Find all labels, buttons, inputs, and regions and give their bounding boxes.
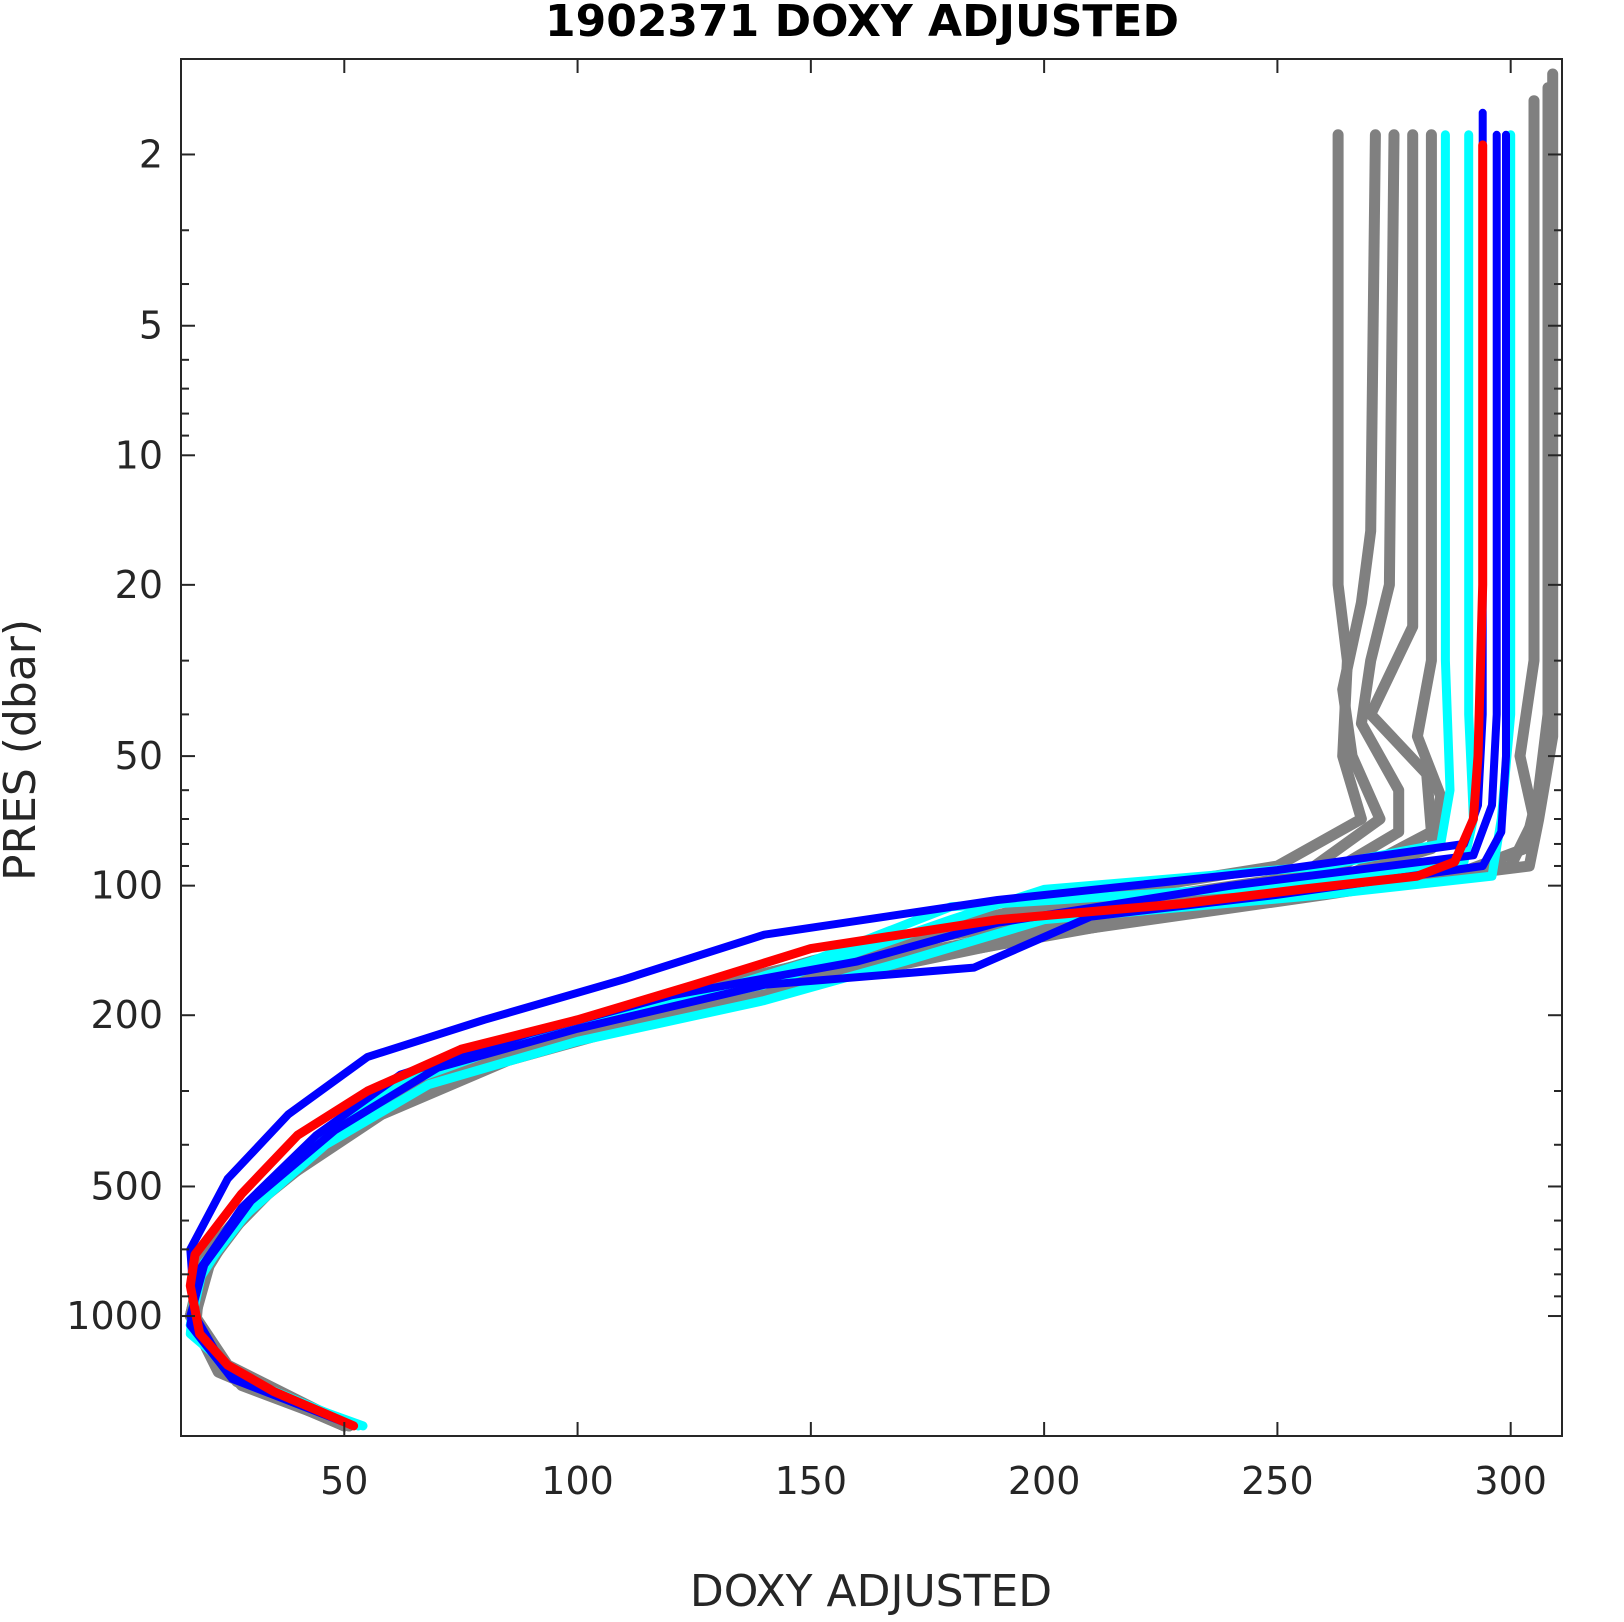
x-tick-label-250: 250 — [1241, 1459, 1314, 1503]
profile-recent-10 — [185, 130, 1516, 1431]
ticks-layer: 50 100 150 200 250 300 2 5 10 20 50 100 200 500 1000 — [66, 59, 1562, 1503]
profile-previous-12 — [186, 130, 1501, 1430]
y-tick-label-1000: 1000 — [66, 1294, 163, 1338]
y-tick-label-200: 200 — [90, 993, 163, 1037]
profile-recent-9 — [185, 130, 1478, 1431]
y-tick-label-500: 500 — [90, 1164, 163, 1208]
series-layer — [184, 68, 1559, 1432]
x-tick-label-150: 150 — [775, 1459, 848, 1503]
y-tick-label-100: 100 — [90, 864, 163, 908]
profile-history-0 — [189, 129, 1367, 1432]
profile-history-4 — [189, 129, 1447, 1432]
x-axis-label: DOXY ADJUSTED — [690, 1566, 1052, 1617]
x-tick-label-200: 200 — [1008, 1459, 1081, 1503]
axes-frame — [180, 58, 1563, 1437]
x-tick-label-50: 50 — [320, 1459, 368, 1503]
y-tick-label-2: 2 — [139, 132, 163, 176]
profile-recent-8 — [185, 130, 1455, 1431]
y-tick-label-50: 50 — [115, 734, 163, 778]
y-axis-label: PRES (dbar) — [0, 619, 46, 881]
profile-history-2 — [184, 129, 1405, 1432]
chart-title: 1902371 DOXY ADJUSTED — [545, 0, 1179, 47]
y-tick-label-10: 10 — [115, 433, 163, 477]
y-tick-label-20: 20 — [115, 563, 163, 607]
profile-current-14 — [185, 140, 1488, 1431]
profile-history-5 — [184, 95, 1540, 1432]
profile-history-1 — [184, 129, 1386, 1432]
profile-previous-13 — [186, 130, 1510, 1430]
x-tick-label-300: 300 — [1474, 1459, 1547, 1503]
profile-history-3 — [184, 129, 1437, 1432]
x-tick-label-100: 100 — [541, 1459, 614, 1503]
y-tick-label-5: 5 — [139, 304, 163, 348]
profile-previous-11 — [186, 108, 1487, 1430]
